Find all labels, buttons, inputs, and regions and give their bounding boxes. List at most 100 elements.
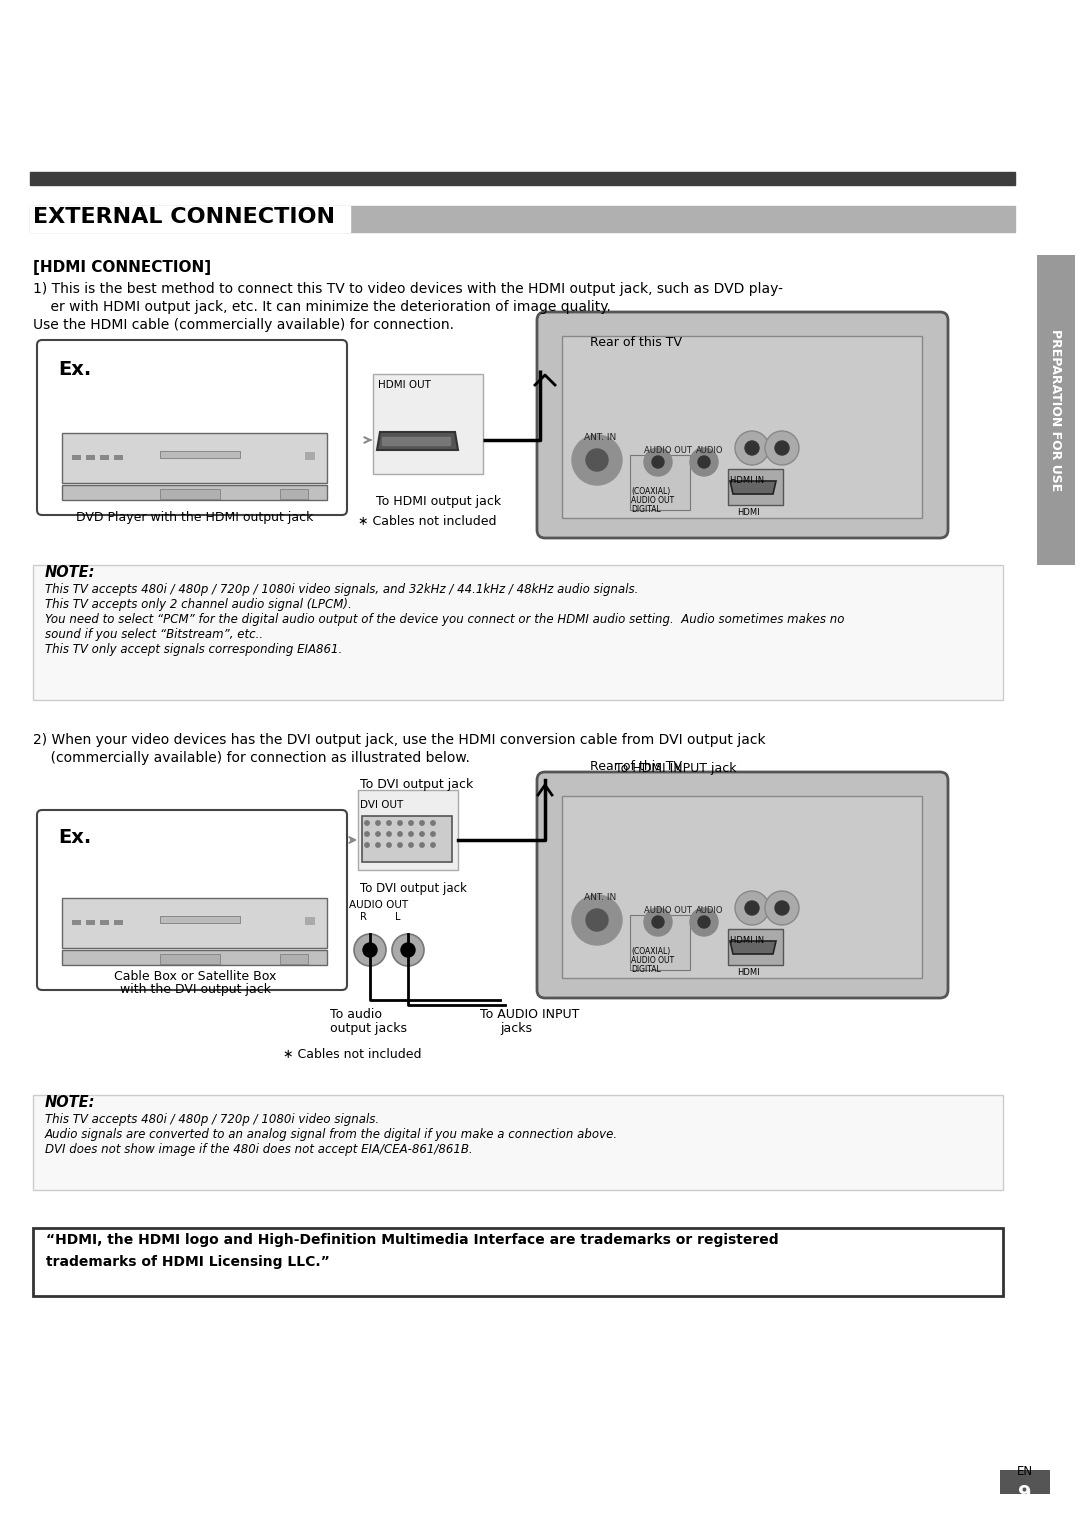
Text: HDMI IN: HDMI IN: [730, 477, 765, 484]
Circle shape: [431, 821, 435, 825]
Text: This TV only accept signals corresponding EIA861.: This TV only accept signals correspondin…: [45, 643, 342, 656]
Text: with the DVI output jack: with the DVI output jack: [120, 983, 270, 996]
Text: To audio: To audio: [330, 1008, 382, 1021]
Circle shape: [365, 843, 369, 847]
Text: ∗ Cables not included: ∗ Cables not included: [357, 515, 497, 529]
Bar: [382, 437, 450, 445]
Bar: [33, 1096, 1003, 1190]
Text: Rear of this TV: Rear of this TV: [590, 336, 681, 348]
Bar: [160, 915, 240, 923]
Circle shape: [652, 455, 664, 468]
Polygon shape: [730, 481, 777, 494]
Circle shape: [745, 442, 759, 455]
Text: This TV accepts 480i / 480p / 720p / 1080i video signals.: This TV accepts 480i / 480p / 720p / 108…: [45, 1112, 379, 1126]
Text: To DVI output jack: To DVI output jack: [360, 778, 473, 792]
FancyBboxPatch shape: [537, 772, 948, 998]
Bar: [305, 917, 315, 924]
Bar: [33, 1229, 1003, 1296]
Circle shape: [401, 943, 415, 957]
Circle shape: [765, 891, 799, 924]
Circle shape: [376, 843, 380, 847]
Text: (COAXIAL): (COAXIAL): [631, 487, 671, 497]
Text: To HDMI INPUT jack: To HDMI INPUT jack: [615, 762, 737, 775]
Circle shape: [765, 431, 799, 465]
Text: ANT. IN: ANT. IN: [584, 892, 617, 902]
Text: jacks: jacks: [500, 1022, 532, 1034]
Text: HDMI: HDMI: [737, 969, 759, 976]
Text: Cable Box or Satellite Box: Cable Box or Satellite Box: [113, 970, 276, 983]
Bar: [160, 451, 240, 458]
Circle shape: [572, 895, 622, 944]
Text: Ex.: Ex.: [58, 828, 91, 847]
Text: NOTE:: NOTE:: [45, 565, 95, 581]
Circle shape: [652, 915, 664, 927]
Text: EXTERNAL CONNECTION: EXTERNAL CONNECTION: [33, 206, 335, 228]
Circle shape: [409, 843, 414, 847]
Bar: [62, 950, 327, 966]
Circle shape: [698, 455, 710, 468]
Circle shape: [420, 843, 424, 847]
Text: (commercially available) for connection as illustrated below.: (commercially available) for connection …: [33, 750, 470, 766]
FancyBboxPatch shape: [537, 312, 948, 538]
Circle shape: [735, 431, 769, 465]
Circle shape: [586, 449, 608, 471]
Bar: [72, 455, 81, 460]
Text: Ex.: Ex.: [58, 361, 91, 379]
Text: AUDIO OUT: AUDIO OUT: [644, 446, 692, 455]
Circle shape: [775, 442, 789, 455]
Circle shape: [572, 435, 622, 484]
FancyBboxPatch shape: [37, 341, 347, 515]
Polygon shape: [377, 432, 458, 451]
Circle shape: [586, 909, 608, 931]
Circle shape: [420, 821, 424, 825]
Text: AUDIO: AUDIO: [696, 446, 724, 455]
Bar: [1000, 1470, 1050, 1494]
Circle shape: [775, 902, 789, 915]
Text: 9: 9: [1018, 1484, 1031, 1504]
Circle shape: [409, 821, 414, 825]
Bar: [62, 484, 327, 500]
Bar: [1037, 255, 1075, 565]
Bar: [33, 565, 1003, 700]
Text: Rear of this TV: Rear of this TV: [590, 759, 681, 773]
Bar: [362, 816, 453, 862]
Circle shape: [409, 831, 414, 836]
Circle shape: [698, 915, 710, 927]
Text: To HDMI INPUT jack: To HDMI INPUT jack: [615, 341, 737, 353]
Circle shape: [397, 831, 402, 836]
Bar: [728, 929, 783, 966]
Text: DVI does not show image if the 480i does not accept EIA/CEA-861/861B.: DVI does not show image if the 480i does…: [45, 1143, 473, 1157]
Text: R         L: R L: [360, 912, 401, 921]
Bar: [630, 455, 690, 510]
FancyBboxPatch shape: [37, 810, 347, 990]
Text: 1) This is the best method to connect this TV to video devices with the HDMI out: 1) This is the best method to connect th…: [33, 283, 783, 296]
Circle shape: [644, 448, 672, 477]
Bar: [86, 920, 95, 924]
Circle shape: [431, 831, 435, 836]
Circle shape: [690, 908, 718, 937]
Bar: [280, 489, 308, 500]
Bar: [562, 336, 922, 518]
Text: er with HDMI output jack, etc. It can minimize the deterioration of image qualit: er with HDMI output jack, etc. It can mi…: [33, 299, 611, 313]
Circle shape: [354, 934, 386, 966]
Text: EN: EN: [1017, 1465, 1034, 1478]
Text: AUDIO OUT: AUDIO OUT: [349, 900, 408, 911]
Text: output jacks: output jacks: [330, 1022, 407, 1034]
Circle shape: [397, 821, 402, 825]
Circle shape: [387, 821, 391, 825]
Circle shape: [363, 943, 377, 957]
Circle shape: [431, 843, 435, 847]
Text: To DVI output jack: To DVI output jack: [360, 882, 467, 895]
Bar: [72, 920, 81, 924]
Text: NOTE:: NOTE:: [45, 1096, 95, 1109]
Text: This TV accepts only 2 channel audio signal (LPCM).: This TV accepts only 2 channel audio sig…: [45, 597, 352, 611]
Bar: [62, 898, 327, 947]
Bar: [114, 455, 123, 460]
Text: “HDMI, the HDMI logo and High-Definition Multimedia Interface are trademarks or : “HDMI, the HDMI logo and High-Definition…: [46, 1233, 779, 1247]
Text: DVI OUT: DVI OUT: [360, 801, 403, 810]
Circle shape: [644, 908, 672, 937]
Circle shape: [392, 934, 424, 966]
Text: You need to select “PCM” for the digital audio output of the device you connect : You need to select “PCM” for the digital…: [45, 613, 845, 626]
Circle shape: [387, 843, 391, 847]
Circle shape: [376, 821, 380, 825]
